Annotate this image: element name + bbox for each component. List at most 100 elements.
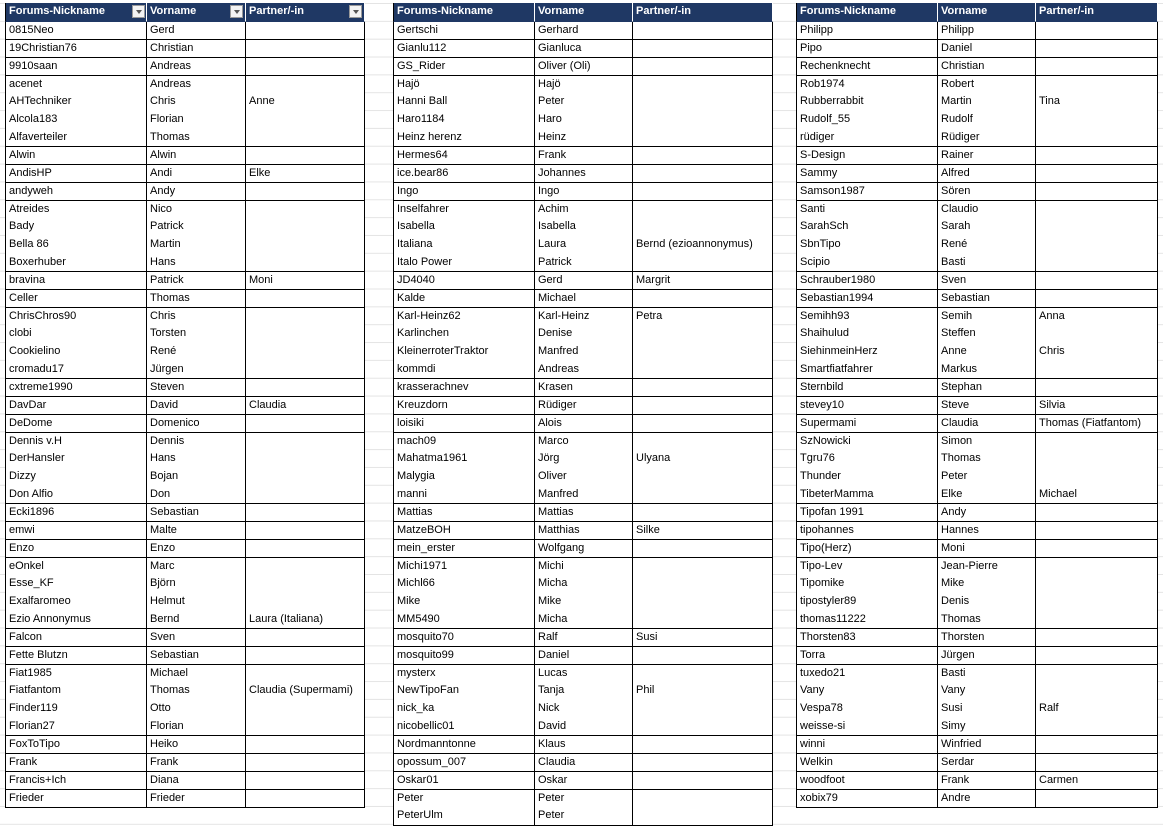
column-header: Forums-Nickname	[796, 3, 938, 22]
table-cell: Malte	[147, 521, 246, 541]
table-cell: Gianlu112	[393, 39, 535, 59]
table-cell: Sebastian	[147, 503, 246, 523]
table-cell: DerHansler	[5, 450, 147, 469]
table-cell: kommdi	[393, 361, 535, 380]
table-cell	[1036, 753, 1158, 773]
table-cell: Anne	[938, 343, 1036, 362]
column-header: Partner/-in	[633, 3, 773, 22]
table-cell: mysterx	[393, 664, 535, 683]
table-cell	[246, 468, 365, 487]
table-cell: Frank	[535, 146, 633, 166]
table-cell: S-Design	[796, 146, 938, 166]
table-cell: Francis+Ich	[5, 771, 147, 791]
table-cell	[246, 575, 365, 594]
table-cell: AHTechniker	[5, 93, 147, 112]
table-cell: Laura	[535, 236, 633, 255]
table-cell: Claudio	[938, 200, 1036, 219]
table-cell	[246, 718, 365, 737]
table-cell: KleinerroterTraktor	[393, 343, 535, 362]
table-cell: Torra	[796, 646, 938, 666]
table-cell: Frank	[938, 771, 1036, 791]
table-cell: Cookielino	[5, 343, 147, 362]
table-cell: Christian	[938, 57, 1036, 77]
table-cell: Frieder	[147, 789, 246, 808]
table-cell: tipostyler89	[796, 593, 938, 612]
table-cell	[1036, 289, 1158, 309]
table-cell: MatzeBOH	[393, 521, 535, 541]
table-cell: SzNowicki	[796, 432, 938, 451]
table-cell: Krasen	[535, 379, 633, 398]
table-cell: SbnTipo	[796, 236, 938, 255]
table-cell: krasserachnev	[393, 379, 535, 398]
table-cell	[633, 432, 773, 451]
table-cell: Anne	[246, 93, 365, 112]
table-cell: Schrauber1980	[796, 271, 938, 291]
table-cell: Hermes64	[393, 146, 535, 166]
table-cell: Rob1974	[796, 75, 938, 94]
table-cell	[1036, 664, 1158, 683]
table-cell: Chris	[147, 93, 246, 112]
table-cell: Bernd	[147, 611, 246, 630]
table-cell: Thomas	[147, 289, 246, 309]
table-cell: Karl-Heinz	[535, 307, 633, 326]
table-cell: Alfred	[938, 164, 1036, 184]
table-cell: Italo Power	[393, 254, 535, 273]
table-cell	[633, 503, 773, 523]
table-cell: Peter	[535, 93, 633, 112]
table-cell	[246, 218, 365, 237]
table-cell: Isabella	[393, 218, 535, 237]
table-cell	[633, 164, 773, 184]
table-cell: Vany	[796, 682, 938, 701]
table-cell: Smartfiatfahrer	[796, 361, 938, 380]
table-cell: Claudia	[535, 753, 633, 773]
table-cell	[1036, 789, 1158, 808]
table-cell: Ralf	[535, 628, 633, 648]
table-cell: Philipp	[938, 22, 1036, 41]
table-cell: Exalfaromeo	[5, 593, 147, 612]
table-cell: PeterUlm	[393, 807, 535, 826]
filter-button[interactable]	[349, 5, 362, 18]
filter-button[interactable]	[230, 5, 243, 18]
table-cell: Frank	[5, 753, 147, 773]
table-cell: Thunder	[796, 468, 938, 487]
table-cell	[1036, 200, 1158, 219]
table-cell: Sebastian	[147, 646, 246, 666]
table-cell: Vany	[938, 682, 1036, 701]
table-cell: Simon	[938, 432, 1036, 451]
table-cell	[1036, 129, 1158, 148]
table-cell: Alwin	[147, 146, 246, 166]
table-cell: Martin	[147, 236, 246, 255]
table-cell: Dizzy	[5, 468, 147, 487]
table-cell	[1036, 575, 1158, 594]
table-cell: loisiki	[393, 414, 535, 434]
table-cell: Tipofan 1991	[796, 503, 938, 523]
column-header: Vorname	[147, 3, 246, 22]
table-cell: Matthias	[535, 521, 633, 541]
table-cell: Finder119	[5, 700, 147, 719]
table-cell	[1036, 432, 1158, 451]
table-cell: Otto	[147, 700, 246, 719]
table-cell	[246, 432, 365, 451]
table-cell	[633, 646, 773, 666]
table-cell: Peter	[535, 807, 633, 826]
table-cell: Hannes	[938, 521, 1036, 541]
table-cell: Sebastian	[938, 289, 1036, 309]
table-cell: Rechenknecht	[796, 57, 938, 77]
table-cell: Andre	[938, 789, 1036, 808]
table-cell: DeDome	[5, 414, 147, 434]
table-cell: Dennis v.H	[5, 432, 147, 451]
table-cell	[633, 218, 773, 237]
column-header: Vorname	[938, 3, 1036, 22]
table-cell: Bojan	[147, 468, 246, 487]
table-cell	[633, 736, 773, 755]
table-cell: Alcola183	[5, 111, 147, 130]
table-cell: Phil	[633, 682, 773, 701]
filter-button[interactable]	[132, 5, 145, 18]
table-cell: NewTipoFan	[393, 682, 535, 701]
table-cell: Nick	[535, 700, 633, 719]
table-cell	[633, 75, 773, 94]
table-cell: Rudolf_55	[796, 111, 938, 130]
table-cell: Thomas (Fiatfantom)	[1036, 414, 1158, 434]
table-cell	[1036, 628, 1158, 648]
